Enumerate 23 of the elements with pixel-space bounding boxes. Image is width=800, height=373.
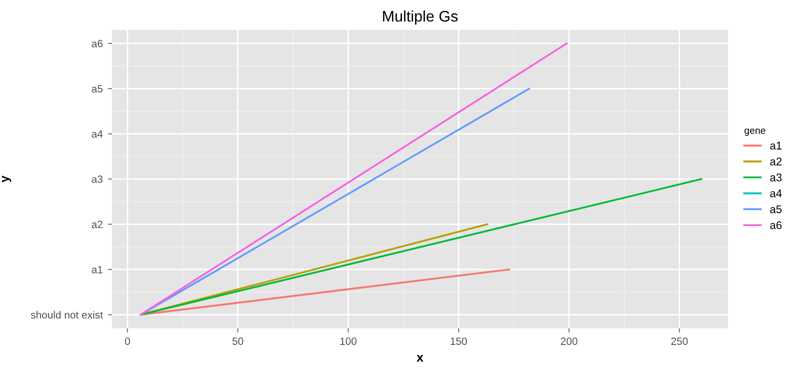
y-axis-title: y <box>2 176 12 182</box>
x-tick-label: 100 <box>340 338 357 345</box>
y-tick-label: a1 <box>92 266 102 274</box>
x-tick-label: 0 <box>124 338 130 345</box>
x-tick-label: 50 <box>232 338 244 345</box>
x-tick-label: 250 <box>671 338 688 345</box>
x-axis-title: x <box>416 354 424 362</box>
legend-label: a2 <box>770 158 782 166</box>
y-tick-label: should not exist <box>30 310 103 319</box>
legend-label: a6 <box>770 221 782 230</box>
x-tick-label: 150 <box>450 338 467 345</box>
y-tick-label: a2 <box>92 220 102 228</box>
x-tick-label: 200 <box>560 338 578 345</box>
legend-label: a1 <box>770 142 782 150</box>
legend-label: a3 <box>770 174 782 182</box>
legend-title: gene <box>744 128 766 136</box>
y-tick-label: a3 <box>92 176 103 183</box>
y-tick-label: a4 <box>92 130 103 138</box>
y-tick-label: a5 <box>92 85 103 92</box>
y-tick-label: a6 <box>92 40 103 48</box>
legend-label: a5 <box>770 205 782 214</box>
legend-label: a4 <box>770 190 782 198</box>
chart-title: Multiple Gs <box>383 10 458 25</box>
